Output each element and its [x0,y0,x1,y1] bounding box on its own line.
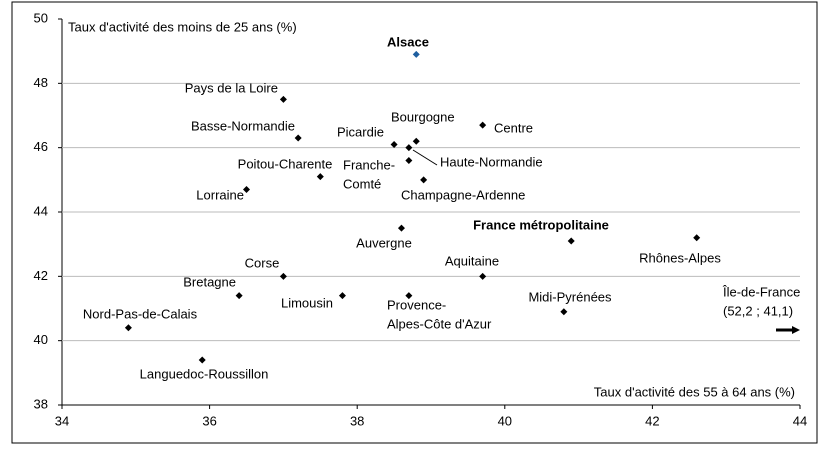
y-tick-label: 46 [34,139,48,154]
point [316,173,324,181]
y-tick-label: 48 [34,75,48,90]
point-label: Basse-Normandie [191,118,295,133]
point-label: Corse [245,255,280,270]
point [412,137,420,145]
point [479,272,487,280]
point-label: Aquitaine [445,253,499,268]
point-label: Picardie [337,124,384,139]
point [294,134,302,142]
point-label: Nord-Pas-de-Calais [83,306,198,321]
point [405,144,413,152]
x-tick-label: 34 [55,413,69,428]
point-label: Bretagne [183,274,236,289]
point-label: Auvergne [356,235,412,250]
point [479,121,487,129]
y-tick-label: 44 [34,203,48,218]
point [420,176,428,184]
point-label: Bourgogne [391,109,455,124]
point [412,50,420,58]
y-axis-label: Taux d'activité des moins de 25 ans (%) [68,19,297,34]
point [693,234,701,242]
point-label: Champagne-Ardenne [401,187,525,202]
annotation: (52,2 ; 41,1) [723,303,793,318]
point [338,292,346,300]
y-tick-label: 38 [34,396,48,411]
point-label: Provence- [387,297,446,312]
point-label: Midi-Pyrénées [528,289,612,304]
x-tick-label: 42 [645,413,659,428]
point-label: France métropolitaine [473,217,609,232]
point-label: Alsace [387,34,429,49]
frame [11,1,818,444]
x-tick-label: 44 [793,413,807,428]
x-tick-label: 38 [350,413,364,428]
x-tick-label: 36 [202,413,216,428]
x-tick-label: 40 [498,413,512,428]
point-label: Haute-Normandie [440,154,543,169]
point [198,356,206,364]
point-label: Alpes-Côte d'Azur [387,316,492,331]
annotation: Île-de-France [722,284,800,299]
point-label: Franche- [343,157,395,172]
point [243,185,250,193]
point [124,324,132,332]
point [567,237,575,245]
point-label: Poitou-Charente [238,156,333,171]
point [405,157,413,165]
point-label: Rhônes-Alpes [639,250,721,265]
point-label: Limousin [281,295,333,310]
point-label: Lorraine [196,187,244,202]
arrow-head [792,326,800,334]
point-label: Languedoc-Roussillon [140,366,269,381]
point [560,308,568,316]
y-tick-label: 50 [34,10,48,25]
point [235,292,243,300]
point-label: Centre [494,120,533,135]
point-label: Pays de la Loire [185,80,278,95]
point [279,95,287,103]
y-tick-label: 42 [34,268,48,283]
y-tick-label: 40 [34,332,48,347]
point [279,272,287,280]
point-label: Comté [343,176,381,191]
x-axis-label: Taux d'activité des 55 à 64 ans (%) [594,384,795,399]
point [405,292,413,300]
point [397,224,405,232]
point [390,140,398,148]
leader-line [412,149,438,166]
